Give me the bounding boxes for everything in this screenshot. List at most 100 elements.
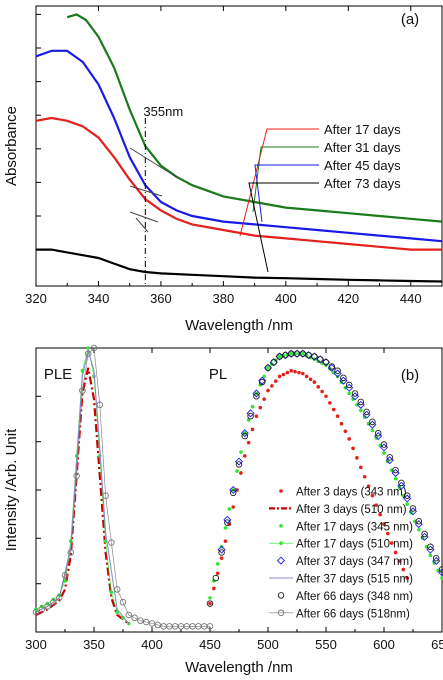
series-point-0 (262, 397, 266, 401)
series-point-0 (405, 576, 410, 580)
series-point-7 (131, 614, 138, 622)
series-point-7 (142, 618, 150, 626)
series-point-6 (386, 454, 394, 461)
series-point-0 (285, 370, 290, 375)
legend-entry-2: After 17 days (345 nm) (279, 521, 413, 533)
series-point-7 (113, 586, 121, 593)
legend-entry-3: After 17 days (510 nm) (269, 539, 413, 551)
series-point-6 (409, 505, 417, 512)
series-point-0 (351, 446, 355, 451)
series-point-2 (393, 476, 398, 481)
series-point-6 (340, 374, 347, 382)
series-point-0 (328, 401, 332, 405)
series-point-6 (369, 418, 376, 426)
series-point-6 (229, 489, 237, 497)
series-point-0 (312, 380, 317, 384)
series-point-0 (231, 505, 235, 509)
series-point-6 (282, 351, 289, 359)
series-point-6 (432, 554, 440, 562)
panel-a: 320 340 360 380 400 420 440 355nm After 17 day… (3, 5, 443, 334)
series-point-0 (343, 429, 348, 434)
series-point-0 (243, 454, 247, 458)
panel-a-x-tick-label: 400 (275, 291, 297, 306)
series-point-0 (270, 384, 274, 388)
series-point-0 (304, 374, 309, 379)
series-point-4 (327, 363, 336, 372)
series-point-7 (50, 598, 57, 606)
series-point-0 (331, 407, 336, 412)
series-point-0 (370, 493, 375, 498)
legend-leader-3 (248, 182, 319, 273)
series-point-0 (281, 372, 286, 377)
series-point-6 (241, 432, 249, 440)
legend-label: After 3 days (510 nm) (296, 504, 407, 516)
legend-swatch (276, 556, 286, 565)
series-point-6 (253, 393, 260, 400)
series-point-6 (427, 543, 434, 551)
legend-entry-5: After 37 days (515 nm) (269, 574, 413, 586)
series-point-6 (264, 364, 272, 372)
series-point-6 (415, 517, 423, 525)
series-point-0 (382, 522, 386, 526)
series-point-2 (235, 469, 239, 473)
legend-entry-1: After 3 days (510 nm) (269, 504, 407, 516)
legend-entry-6: After 66 days (348 nm) (277, 591, 413, 603)
panel-a-x-tick-label: 340 (88, 291, 110, 306)
series-point-6 (270, 358, 278, 366)
series-point-4 (240, 429, 249, 438)
series-point-6 (421, 530, 428, 538)
series-point-7 (38, 606, 46, 613)
legend-swatch (277, 592, 285, 599)
series-point-0 (397, 559, 402, 563)
series-point-0 (297, 370, 301, 375)
series-point-7 (61, 571, 69, 579)
series-point-7 (55, 594, 63, 602)
series-point-4 (217, 545, 226, 554)
series-point-0 (289, 368, 294, 373)
series-point-6 (276, 353, 283, 360)
series-point-7 (79, 387, 86, 394)
series-line-3 (36, 248, 443, 283)
series-point-2 (262, 374, 266, 379)
series-point-0 (301, 371, 305, 376)
series-point-0 (374, 503, 379, 507)
series-point-6 (438, 566, 443, 573)
panel-a-series: 355nm (35, 13, 443, 286)
series-point-2 (301, 351, 305, 356)
panel-b-x-tick-label: 500 (257, 637, 279, 652)
series-1 (35, 367, 130, 625)
series-point-7 (148, 620, 156, 627)
panel-b-x-tick-label: 600 (373, 637, 395, 652)
legend-label: After 37 days (515 nm) (296, 574, 413, 586)
panel-b-x-tick-label: 400 (141, 637, 163, 652)
panel-b-label: (b) (401, 367, 419, 384)
series-point-2 (417, 527, 421, 532)
legend-entry-3: After 73 days (324, 176, 401, 191)
series-point-4 (229, 485, 238, 495)
panel-a-x-tick-label: 440 (400, 291, 422, 306)
series-point-6 (299, 350, 307, 357)
series-point-0 (273, 379, 278, 383)
panel-b-legend: After 3 days (343 nm) After 3 days (510 n… (269, 487, 413, 620)
legend-leader-2 (254, 164, 319, 223)
series-point-0 (378, 512, 382, 517)
series-point-3 (63, 579, 67, 583)
series-point-6 (398, 479, 405, 487)
series-line-0 (35, 116, 442, 251)
series-point-6 (316, 356, 324, 363)
series-point-3 (115, 610, 119, 614)
legend-swatch (277, 609, 285, 617)
series-6 (206, 350, 443, 607)
series-point-0 (219, 556, 224, 560)
panel-a-x-tick-label: 420 (337, 291, 359, 306)
series-point-7 (44, 603, 51, 610)
series-point-6 (374, 429, 382, 437)
series-point-4 (258, 376, 267, 385)
series-point-0 (355, 456, 359, 460)
legend-label: After 17 days (345 nm) (296, 521, 413, 533)
legend-label: After 66 days (348 nm) (296, 591, 413, 603)
series-point-0 (223, 539, 228, 543)
series-point-0 (266, 388, 270, 393)
panel-b-x-tick-label: 550 (315, 637, 337, 652)
